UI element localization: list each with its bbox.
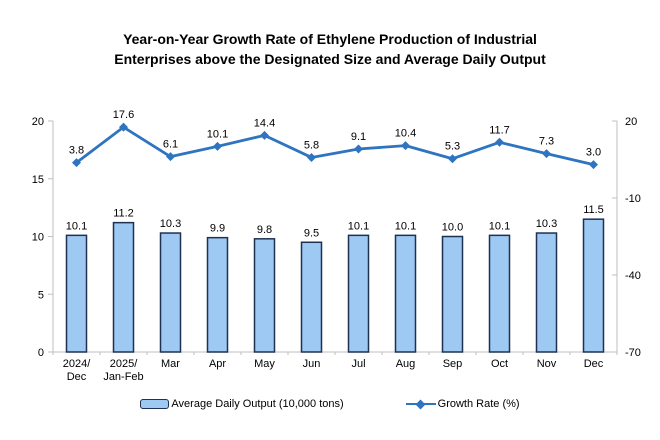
bar [300, 241, 323, 353]
left-axis-tick-label: 20 [32, 116, 44, 128]
bar [206, 236, 229, 353]
line-value-label: 5.8 [304, 139, 319, 151]
bar [159, 232, 182, 353]
growth-rate-line [75, 125, 594, 166]
line-swatch-icon [405, 399, 436, 409]
line-value-label: 9.1 [351, 131, 366, 143]
line-swatch-diamond [415, 399, 426, 409]
line-value-label: 3.8 [69, 145, 84, 157]
chart-title-line2: Enterprises above the Designated Size an… [114, 51, 546, 67]
bar [65, 234, 88, 353]
line-marker [542, 149, 551, 159]
line-marker [354, 144, 363, 154]
line-marker [72, 158, 81, 168]
line-value-label: 6.1 [163, 139, 178, 151]
x-axis-category-label: Oct [491, 358, 508, 370]
bar [441, 235, 464, 353]
bar [488, 234, 511, 353]
line-value-label: 11.7 [489, 124, 510, 136]
left-axis-tick-label: 5 [38, 289, 44, 301]
bar-value-label: 10.3 [536, 218, 557, 230]
line-value-label: 10.1 [207, 128, 228, 140]
line-marker [260, 130, 269, 140]
legend-item-growth-rate: Growth Rate (%) [405, 398, 520, 410]
line-marker [448, 154, 457, 164]
line-value-label: 7.3 [539, 136, 554, 148]
x-axis-category-label: Nov [537, 358, 557, 370]
chart-title-line1: Year-on-Year Growth Rate of Ethylene Pro… [123, 31, 537, 47]
bar [535, 232, 558, 353]
bar [253, 238, 276, 353]
bar-value-label: 10.1 [395, 220, 416, 232]
x-axis-category-label: Mar [161, 358, 180, 370]
bar-value-label: 10.1 [66, 220, 87, 232]
x-axis-category-label: 2025/ [110, 358, 138, 370]
bar [347, 234, 370, 353]
x-axis-category-label: Dec [584, 358, 604, 370]
legend-label-line: Growth Rate (%) [437, 398, 520, 410]
line-marker [166, 152, 175, 162]
x-axis-category-label: Sep [443, 358, 463, 370]
bar-value-label: 10.1 [489, 220, 510, 232]
bar [112, 221, 135, 353]
line-value-label: 14.4 [254, 117, 275, 129]
left-axis-tick-label: 15 [32, 174, 44, 186]
left-axis-tick-label: 10 [32, 232, 44, 244]
right-axis-tick-label: -40 [625, 270, 641, 282]
right-axis-tick-label: -10 [625, 193, 641, 205]
x-axis-category-label: Aug [396, 358, 416, 370]
bar [582, 218, 605, 353]
legend-label-bar: Average Daily Output (10,000 tons) [171, 398, 344, 410]
line-marker [589, 160, 598, 170]
line-marker [401, 141, 410, 151]
legend: Average Daily Output (10,000 tons) Growt… [0, 398, 660, 410]
bar-value-label: 11.5 [583, 204, 604, 216]
bar-value-label: 10.3 [160, 218, 181, 230]
bar [394, 234, 417, 353]
x-axis-category-label: 2024/ [63, 358, 91, 370]
bar-value-label: 11.2 [113, 208, 134, 220]
legend-item-average-daily-output: Average Daily Output (10,000 tons) [140, 398, 344, 410]
x-axis-category-label: Dec [67, 371, 87, 383]
bar-swatch-icon [140, 399, 170, 409]
line-value-label: 5.3 [445, 141, 460, 153]
line-value-label: 17.6 [113, 109, 134, 121]
bar-value-label: 10.1 [348, 220, 369, 232]
x-axis-category-label: Jan-Feb [103, 371, 143, 383]
chart-title: Year-on-Year Growth Rate of Ethylene Pro… [0, 29, 660, 69]
right-axis-tick-label: -70 [625, 347, 641, 359]
bar-value-label: 10.0 [442, 222, 463, 234]
x-axis-category-label: May [254, 358, 275, 370]
line-marker [119, 122, 128, 132]
line-value-label: 3.0 [586, 147, 601, 159]
line-marker [495, 137, 504, 147]
left-axis-tick-label: 0 [38, 347, 44, 359]
x-axis-category-label: Jul [351, 358, 365, 370]
right-axis-tick-label: 20 [625, 116, 637, 128]
x-axis-category-label: Jun [303, 358, 321, 370]
line-marker [307, 152, 316, 162]
x-axis-category-label: Apr [209, 358, 226, 370]
bar-value-label: 9.5 [304, 227, 319, 239]
line-value-label: 10.4 [395, 128, 416, 140]
bar-value-label: 9.8 [257, 224, 272, 236]
bar-value-label: 9.9 [210, 223, 225, 235]
line-marker [213, 141, 222, 151]
